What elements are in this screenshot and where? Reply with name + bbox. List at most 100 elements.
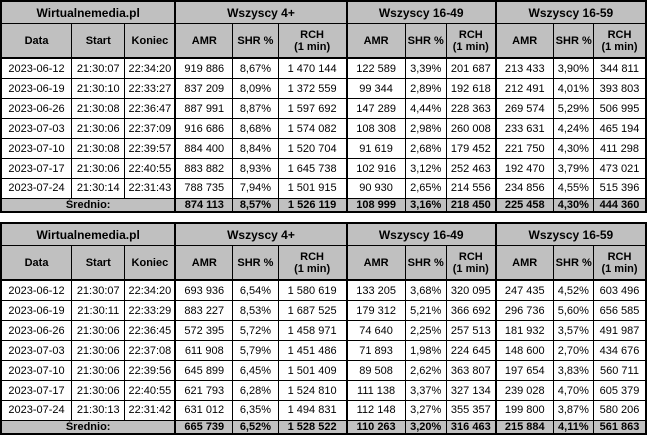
table-cell: 91 619 [345, 138, 406, 160]
table-cell: 22:39:57 [124, 138, 176, 160]
summary-cell: 6,52% [232, 420, 279, 435]
table-cell: 2,70% [552, 340, 594, 362]
table-cell: 506 995 [592, 98, 647, 120]
table-cell: 6,28% [232, 380, 279, 401]
group-header-16-49: Wszyscy 16-49 [345, 222, 497, 246]
table-cell: 179 452 [445, 138, 497, 160]
table-cell: 22:33:29 [124, 300, 176, 322]
column-header-rch: RCH (1 min) [277, 245, 348, 281]
table-cell: 2023-07-24 [0, 399, 73, 422]
column-header-koniec: Koniec [124, 245, 176, 281]
table-cell: 1 574 082 [277, 118, 348, 140]
ratings-table-bottom: Wirtualnemedia.pl Wszyscy 4+ Wszyscy 16-… [0, 222, 647, 435]
table-row: 2023-06-12 21:30:07 22:34:20 693 936 6,54% 1 … [0, 279, 647, 302]
table-cell: 363 807 [445, 360, 497, 382]
column-header-shr: SHR % [404, 245, 447, 281]
table-cell: 4,30% [552, 138, 594, 160]
table-cell: 4,70% [552, 380, 594, 401]
table-cell: 3,39% [404, 57, 447, 80]
table-cell: 2,65% [404, 177, 447, 200]
source-header: Wirtualnemedia.pl [0, 222, 176, 246]
table-cell: 147 289 [345, 98, 406, 120]
table-cell: 22:31:43 [124, 177, 176, 200]
table-cell: 393 803 [592, 78, 647, 100]
table-cell: 247 435 [494, 279, 554, 302]
table-cell: 491 987 [592, 320, 647, 342]
table-cell: 631 012 [174, 399, 234, 422]
table-cell: 693 936 [174, 279, 234, 302]
table-cell: 21:30:06 [71, 320, 126, 342]
table-cell: 199 800 [494, 399, 554, 422]
table-cell: 2023-06-12 [0, 57, 73, 80]
table-cell: 916 686 [174, 118, 234, 140]
table-cell: 90 930 [345, 177, 406, 200]
group-header-row: Wirtualnemedia.pl Wszyscy 4+ Wszyscy 16-… [0, 0, 647, 24]
summary-row: Średnio: 665 739 6,52% 1 528 522 110 263 3,2… [0, 420, 647, 435]
table-cell: 2023-07-03 [0, 118, 73, 140]
table-cell: 2023-07-10 [0, 138, 73, 160]
table-cell: 3,79% [552, 158, 594, 179]
table-cell: 122 589 [345, 57, 406, 80]
table-cell: 181 932 [494, 320, 554, 342]
table-row: 2023-06-26 21:30:06 22:36:45 572 395 5,72% 1 … [0, 320, 647, 342]
table-cell: 4,24% [552, 118, 594, 140]
table-cell: 2,89% [404, 78, 447, 100]
table-cell: 234 856 [494, 177, 554, 200]
table-cell: 224 645 [445, 340, 497, 362]
table-cell: 269 574 [494, 98, 554, 120]
column-header-row: Data Start Koniec AMR SHR % RCH (1 min) … [0, 245, 647, 281]
column-header-data: Data [0, 23, 73, 59]
table-cell: 1 501 915 [277, 177, 348, 200]
column-header-shr: SHR % [552, 23, 594, 59]
table-cell: 21:30:08 [71, 138, 126, 160]
table-cell: 148 600 [494, 340, 554, 362]
table-cell: 883 227 [174, 300, 234, 322]
table-cell: 8,84% [232, 138, 279, 160]
table-cell: 2,98% [404, 118, 447, 140]
table-cell: 560 711 [592, 360, 647, 382]
summary-row: Średnio: 874 113 8,57% 1 526 119 108 999 3,1… [0, 198, 647, 213]
table-cell: 5,79% [232, 340, 279, 362]
table-cell: 260 008 [445, 118, 497, 140]
table-cell: 239 028 [494, 380, 554, 401]
table-cell: 22:36:47 [124, 98, 176, 120]
column-header-amr: AMR [494, 23, 554, 59]
table-row: 2023-07-10 21:30:06 22:39:56 645 899 6,45% 1 … [0, 360, 647, 382]
table-cell: 2023-07-24 [0, 177, 73, 200]
table-cell: 788 735 [174, 177, 234, 200]
column-header-start: Start [71, 23, 126, 59]
table-cell: 1 597 692 [277, 98, 348, 120]
table-cell: 22:36:45 [124, 320, 176, 342]
table-cell: 21:30:13 [71, 399, 126, 422]
table-cell: 21:30:06 [71, 380, 126, 401]
table-cell: 3,87% [552, 399, 594, 422]
table-cell: 4,01% [552, 78, 594, 100]
table-row: 2023-06-26 21:30:08 22:36:47 887 991 8,87% 1 … [0, 98, 647, 120]
table-cell: 603 496 [592, 279, 647, 302]
table-cell: 411 298 [592, 138, 647, 160]
table-cell: 2023-07-17 [0, 380, 73, 401]
column-header-amr: AMR [174, 245, 234, 281]
table-cell: 197 654 [494, 360, 554, 382]
table-cell: 366 692 [445, 300, 497, 322]
column-header-rch: RCH (1 min) [445, 245, 497, 281]
column-header-rch: RCH (1 min) [277, 23, 348, 59]
summary-cell: 561 863 [592, 420, 647, 435]
table-cell: 213 433 [494, 57, 554, 80]
table-cell: 1,98% [404, 340, 447, 362]
table-row: 2023-07-17 21:30:06 22:40:55 883 882 8,93% 1 … [0, 158, 647, 179]
table-cell: 102 916 [345, 158, 406, 179]
table-cell: 99 344 [345, 78, 406, 100]
table-row: 2023-07-03 21:30:06 22:37:08 611 908 5,79% 1 … [0, 340, 647, 362]
table-cell: 1 580 619 [277, 279, 348, 302]
source-header: Wirtualnemedia.pl [0, 0, 176, 24]
table-cell: 192 470 [494, 158, 554, 179]
table-cell: 2023-06-26 [0, 98, 73, 120]
table-cell: 74 640 [345, 320, 406, 342]
table-cell: 2023-06-19 [0, 300, 73, 322]
table-cell: 8,68% [232, 118, 279, 140]
table-cell: 257 513 [445, 320, 497, 342]
summary-cell: 225 458 [494, 198, 554, 213]
summary-cell: 4,11% [552, 420, 594, 435]
table-cell: 4,44% [404, 98, 447, 120]
